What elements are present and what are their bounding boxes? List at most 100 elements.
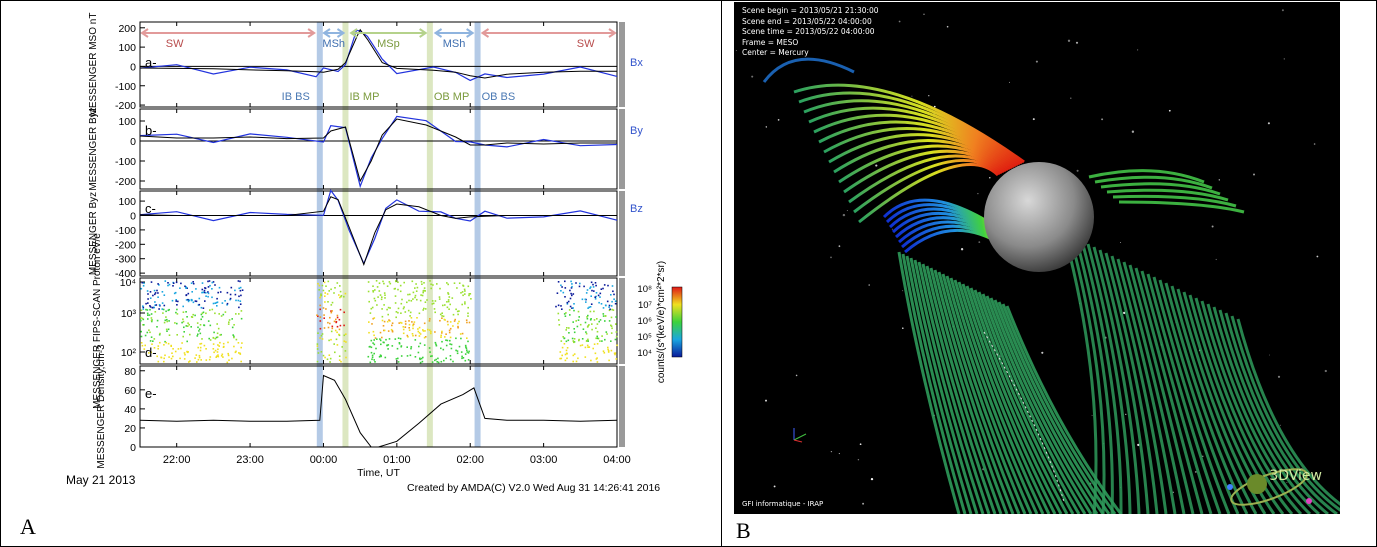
heatmap-cell bbox=[404, 320, 407, 323]
colorbar bbox=[671, 286, 683, 358]
heatmap-cell bbox=[406, 301, 408, 304]
tail-line bbox=[917, 261, 991, 514]
heatmap-cell bbox=[560, 290, 562, 292]
heatmap-cell bbox=[211, 308, 214, 311]
heatmap-cell bbox=[214, 337, 217, 340]
heatmap-cell bbox=[383, 329, 386, 332]
heatmap-cell bbox=[440, 347, 442, 350]
heatmap-cell bbox=[610, 316, 613, 319]
heatmap-cell bbox=[388, 319, 390, 321]
heatmap-cell bbox=[391, 322, 394, 324]
heatmap-cell bbox=[564, 353, 567, 356]
tail-line bbox=[1230, 315, 1340, 512]
heatmap-cell bbox=[140, 287, 143, 290]
heatmap-cell bbox=[407, 336, 409, 338]
heatmap-cell bbox=[616, 344, 618, 347]
heatmap-cell bbox=[235, 338, 238, 341]
heatmap-cell bbox=[597, 294, 600, 297]
heatmap-cell bbox=[205, 359, 208, 361]
tail-line bbox=[1140, 270, 1213, 514]
heatmap-cell bbox=[387, 306, 390, 309]
tail-line bbox=[1218, 309, 1329, 514]
heatmap-cell bbox=[146, 309, 149, 311]
heatmap-cell bbox=[397, 281, 399, 283]
heatmap-cell bbox=[455, 337, 457, 340]
heatmap-cell bbox=[380, 298, 383, 301]
heatmap-cell bbox=[143, 282, 145, 285]
star bbox=[1281, 9, 1284, 12]
heatmap-cell bbox=[441, 315, 443, 317]
heatmap-cell bbox=[338, 334, 341, 337]
heatmap-cell bbox=[336, 331, 338, 334]
heatmap-cell bbox=[170, 357, 173, 360]
heatmap-cell bbox=[612, 290, 614, 293]
heatmap-cell bbox=[201, 312, 204, 314]
heatmap-cell bbox=[444, 336, 446, 338]
heatmap-cell bbox=[201, 338, 203, 340]
heatmap-cell bbox=[325, 308, 327, 310]
heatmap-cell bbox=[181, 321, 183, 324]
heatmap-cell bbox=[161, 308, 164, 310]
heatmap-cell bbox=[343, 295, 345, 298]
heatmap-cell bbox=[560, 305, 562, 307]
heatmap-cell bbox=[199, 324, 202, 326]
heatmap-cell bbox=[322, 289, 325, 292]
heatmap-cell bbox=[152, 306, 155, 309]
heatmap-cell bbox=[373, 339, 375, 341]
heatmap-cell bbox=[419, 299, 422, 302]
scene-frame: Frame = MESO bbox=[742, 37, 799, 47]
heatmap-cell bbox=[452, 313, 455, 316]
heatmap-cell bbox=[572, 293, 575, 295]
heatmap-cell bbox=[317, 282, 319, 285]
heatmap-cell bbox=[419, 342, 422, 345]
tail-line bbox=[1182, 291, 1276, 514]
heatmap-cell bbox=[414, 294, 417, 297]
y-tick-label: 80 bbox=[124, 366, 136, 378]
heatmap-cell bbox=[414, 334, 417, 337]
heatmap-cell bbox=[460, 292, 462, 294]
heatmap-cell bbox=[319, 296, 321, 299]
heatmap-cell bbox=[227, 354, 230, 357]
heatmap-cell bbox=[216, 323, 218, 325]
y-tick-label: -200 bbox=[115, 100, 136, 112]
heatmap-cell bbox=[321, 333, 324, 335]
heatmap-cell bbox=[218, 345, 220, 347]
heatmap-cell bbox=[215, 356, 217, 358]
heatmap-cell bbox=[369, 312, 372, 314]
heatmap-cell bbox=[447, 293, 450, 295]
heatmap-cell bbox=[608, 304, 611, 307]
heatmap-cell bbox=[235, 299, 237, 302]
heatmap-cell bbox=[197, 326, 199, 329]
heatmap-cell bbox=[173, 292, 176, 295]
heatmap-cell bbox=[227, 341, 229, 344]
heatmap-cell bbox=[212, 302, 215, 305]
heatmap-cell bbox=[397, 307, 400, 310]
heatmap-cell bbox=[367, 281, 370, 283]
panel-b-3dview: Scene begin = 2013/05/21 21:30:00 Scene … bbox=[734, 2, 1340, 514]
heatmap-cell bbox=[372, 290, 374, 292]
heatmap-cell bbox=[340, 295, 342, 298]
heatmap-cell bbox=[216, 305, 218, 307]
heatmap-cell bbox=[468, 321, 471, 324]
heatmap-cell bbox=[216, 301, 219, 303]
heatmap-cell bbox=[428, 320, 431, 322]
star bbox=[1202, 455, 1204, 457]
x-axis-title: Time, UT bbox=[357, 467, 400, 479]
heatmap-cell bbox=[216, 355, 218, 357]
heatmap-cell bbox=[340, 294, 343, 297]
heatmap-cell bbox=[400, 345, 403, 347]
heatmap-cell bbox=[318, 289, 320, 291]
star bbox=[838, 245, 841, 248]
heatmap-cell bbox=[467, 352, 470, 354]
heatmap-cell bbox=[224, 300, 226, 302]
heatmap-cell bbox=[602, 287, 604, 290]
tail-line bbox=[901, 253, 967, 514]
tail-line bbox=[897, 251, 961, 514]
heatmap-cell bbox=[437, 361, 440, 364]
heatmap-cell bbox=[591, 323, 593, 325]
heatmap-cell bbox=[168, 283, 171, 286]
y-tick-label: -100 bbox=[115, 156, 136, 168]
heatmap-cell bbox=[605, 331, 608, 333]
tail-line bbox=[921, 263, 997, 514]
